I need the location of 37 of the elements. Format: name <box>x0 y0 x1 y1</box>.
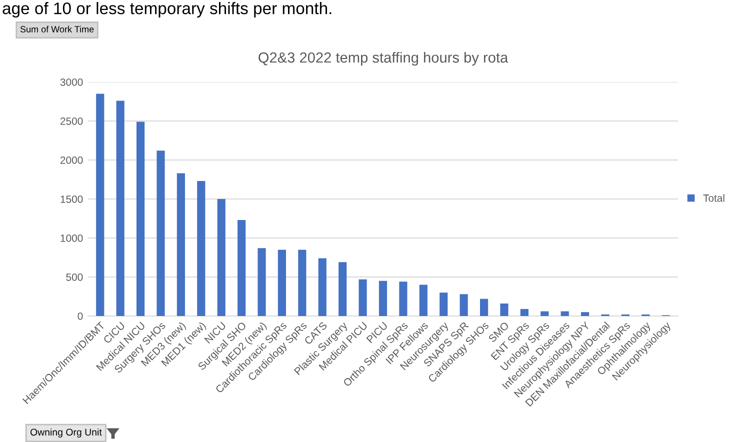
text: Owning Org Unit <box>30 428 102 438</box>
bar <box>440 292 448 316</box>
bar <box>480 298 488 316</box>
y-tick-label: 500 <box>66 274 83 281</box>
bar <box>540 311 549 316</box>
bar <box>238 220 246 316</box>
bar <box>581 312 590 316</box>
bar <box>358 279 367 316</box>
text: Sum of Work Time <box>20 26 94 32</box>
bar <box>378 280 388 316</box>
bar <box>500 304 508 316</box>
chart-title: Q2&3 2022 temp staffing hours by rota <box>258 52 508 66</box>
y-tick-label: 1500 <box>60 196 83 203</box>
y-tick-label: 1000 <box>60 234 83 242</box>
bar <box>136 122 145 316</box>
y-tick-label: 2000 <box>60 156 83 164</box>
bar <box>560 311 569 316</box>
legend-label: Total <box>703 194 724 202</box>
bar <box>156 150 165 316</box>
bar <box>116 100 124 316</box>
y-tick-label: 3000 <box>60 78 83 86</box>
bar <box>338 262 347 316</box>
bar <box>399 282 408 316</box>
bar <box>419 284 428 316</box>
bar <box>197 181 206 316</box>
bar <box>298 250 306 316</box>
bar <box>278 250 286 316</box>
bar <box>460 294 468 316</box>
y-tick-label: 2500 <box>60 118 83 125</box>
bar <box>318 258 326 316</box>
bar <box>176 173 185 316</box>
bar <box>258 248 266 316</box>
bar <box>96 94 104 316</box>
y-tick-label: 0 <box>78 312 83 320</box>
bar <box>217 199 226 316</box>
text: age of 10 or less temporary shifts per month. <box>2 2 332 18</box>
bar <box>520 308 528 316</box>
